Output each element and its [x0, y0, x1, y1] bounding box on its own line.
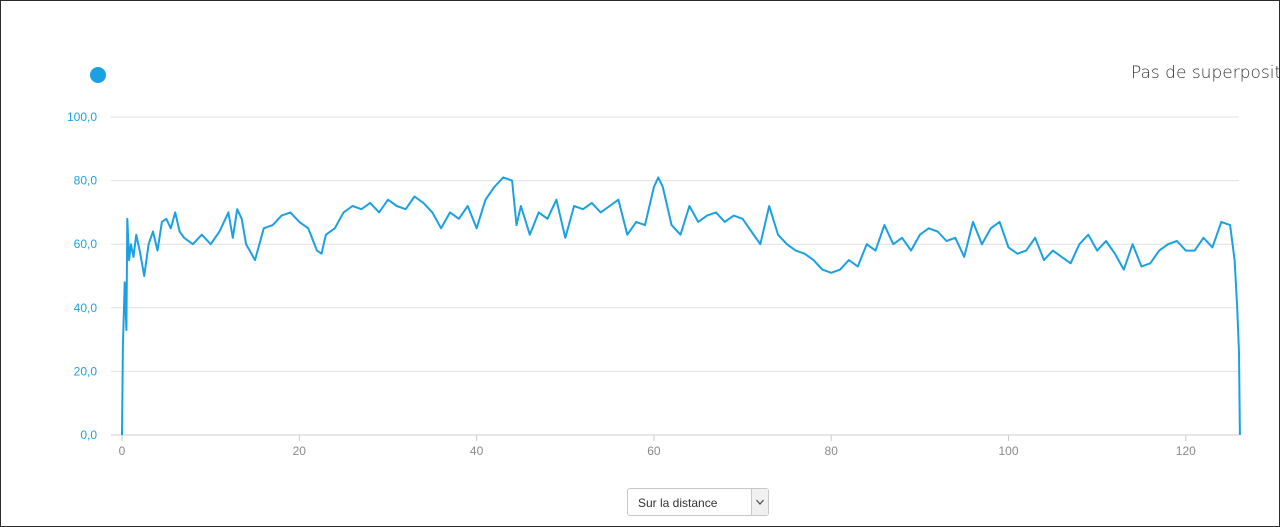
x-tick-label: 20	[293, 444, 307, 458]
y-tick-label: 60,0	[74, 237, 98, 251]
y-tick-label: 100,0	[67, 110, 97, 124]
y-tick-label: 40,0	[74, 301, 98, 315]
x-tick-label: 100	[998, 444, 1018, 458]
y-tick-label: 80,0	[74, 174, 98, 188]
x-tick-label: 60	[647, 444, 661, 458]
overlay-mode-label[interactable]: Pas de superposition	[1131, 63, 1279, 83]
series-line	[121, 176, 1241, 436]
x-tick-label: 0	[119, 444, 126, 458]
x-tick-label: 120	[1176, 444, 1196, 458]
grid-lines	[111, 116, 1239, 372]
x-axis-ticks: 0 20 40 60 80 100 120	[119, 435, 1196, 458]
x-tick-label: 40	[470, 444, 484, 458]
y-tick-label: 0,0	[80, 428, 97, 442]
distance-mode-select[interactable]: Sur la distance	[627, 488, 769, 516]
y-tick-label: 20,0	[74, 364, 98, 378]
chevron-down-icon[interactable]	[751, 489, 768, 515]
x-tick-label: 80	[825, 444, 839, 458]
series-legend-marker[interactable]	[90, 67, 106, 83]
y-axis-ticks: 0,0 20,0 40,0 60,0 80,0 100,0	[67, 110, 97, 442]
select-value: Sur la distance	[638, 496, 718, 510]
